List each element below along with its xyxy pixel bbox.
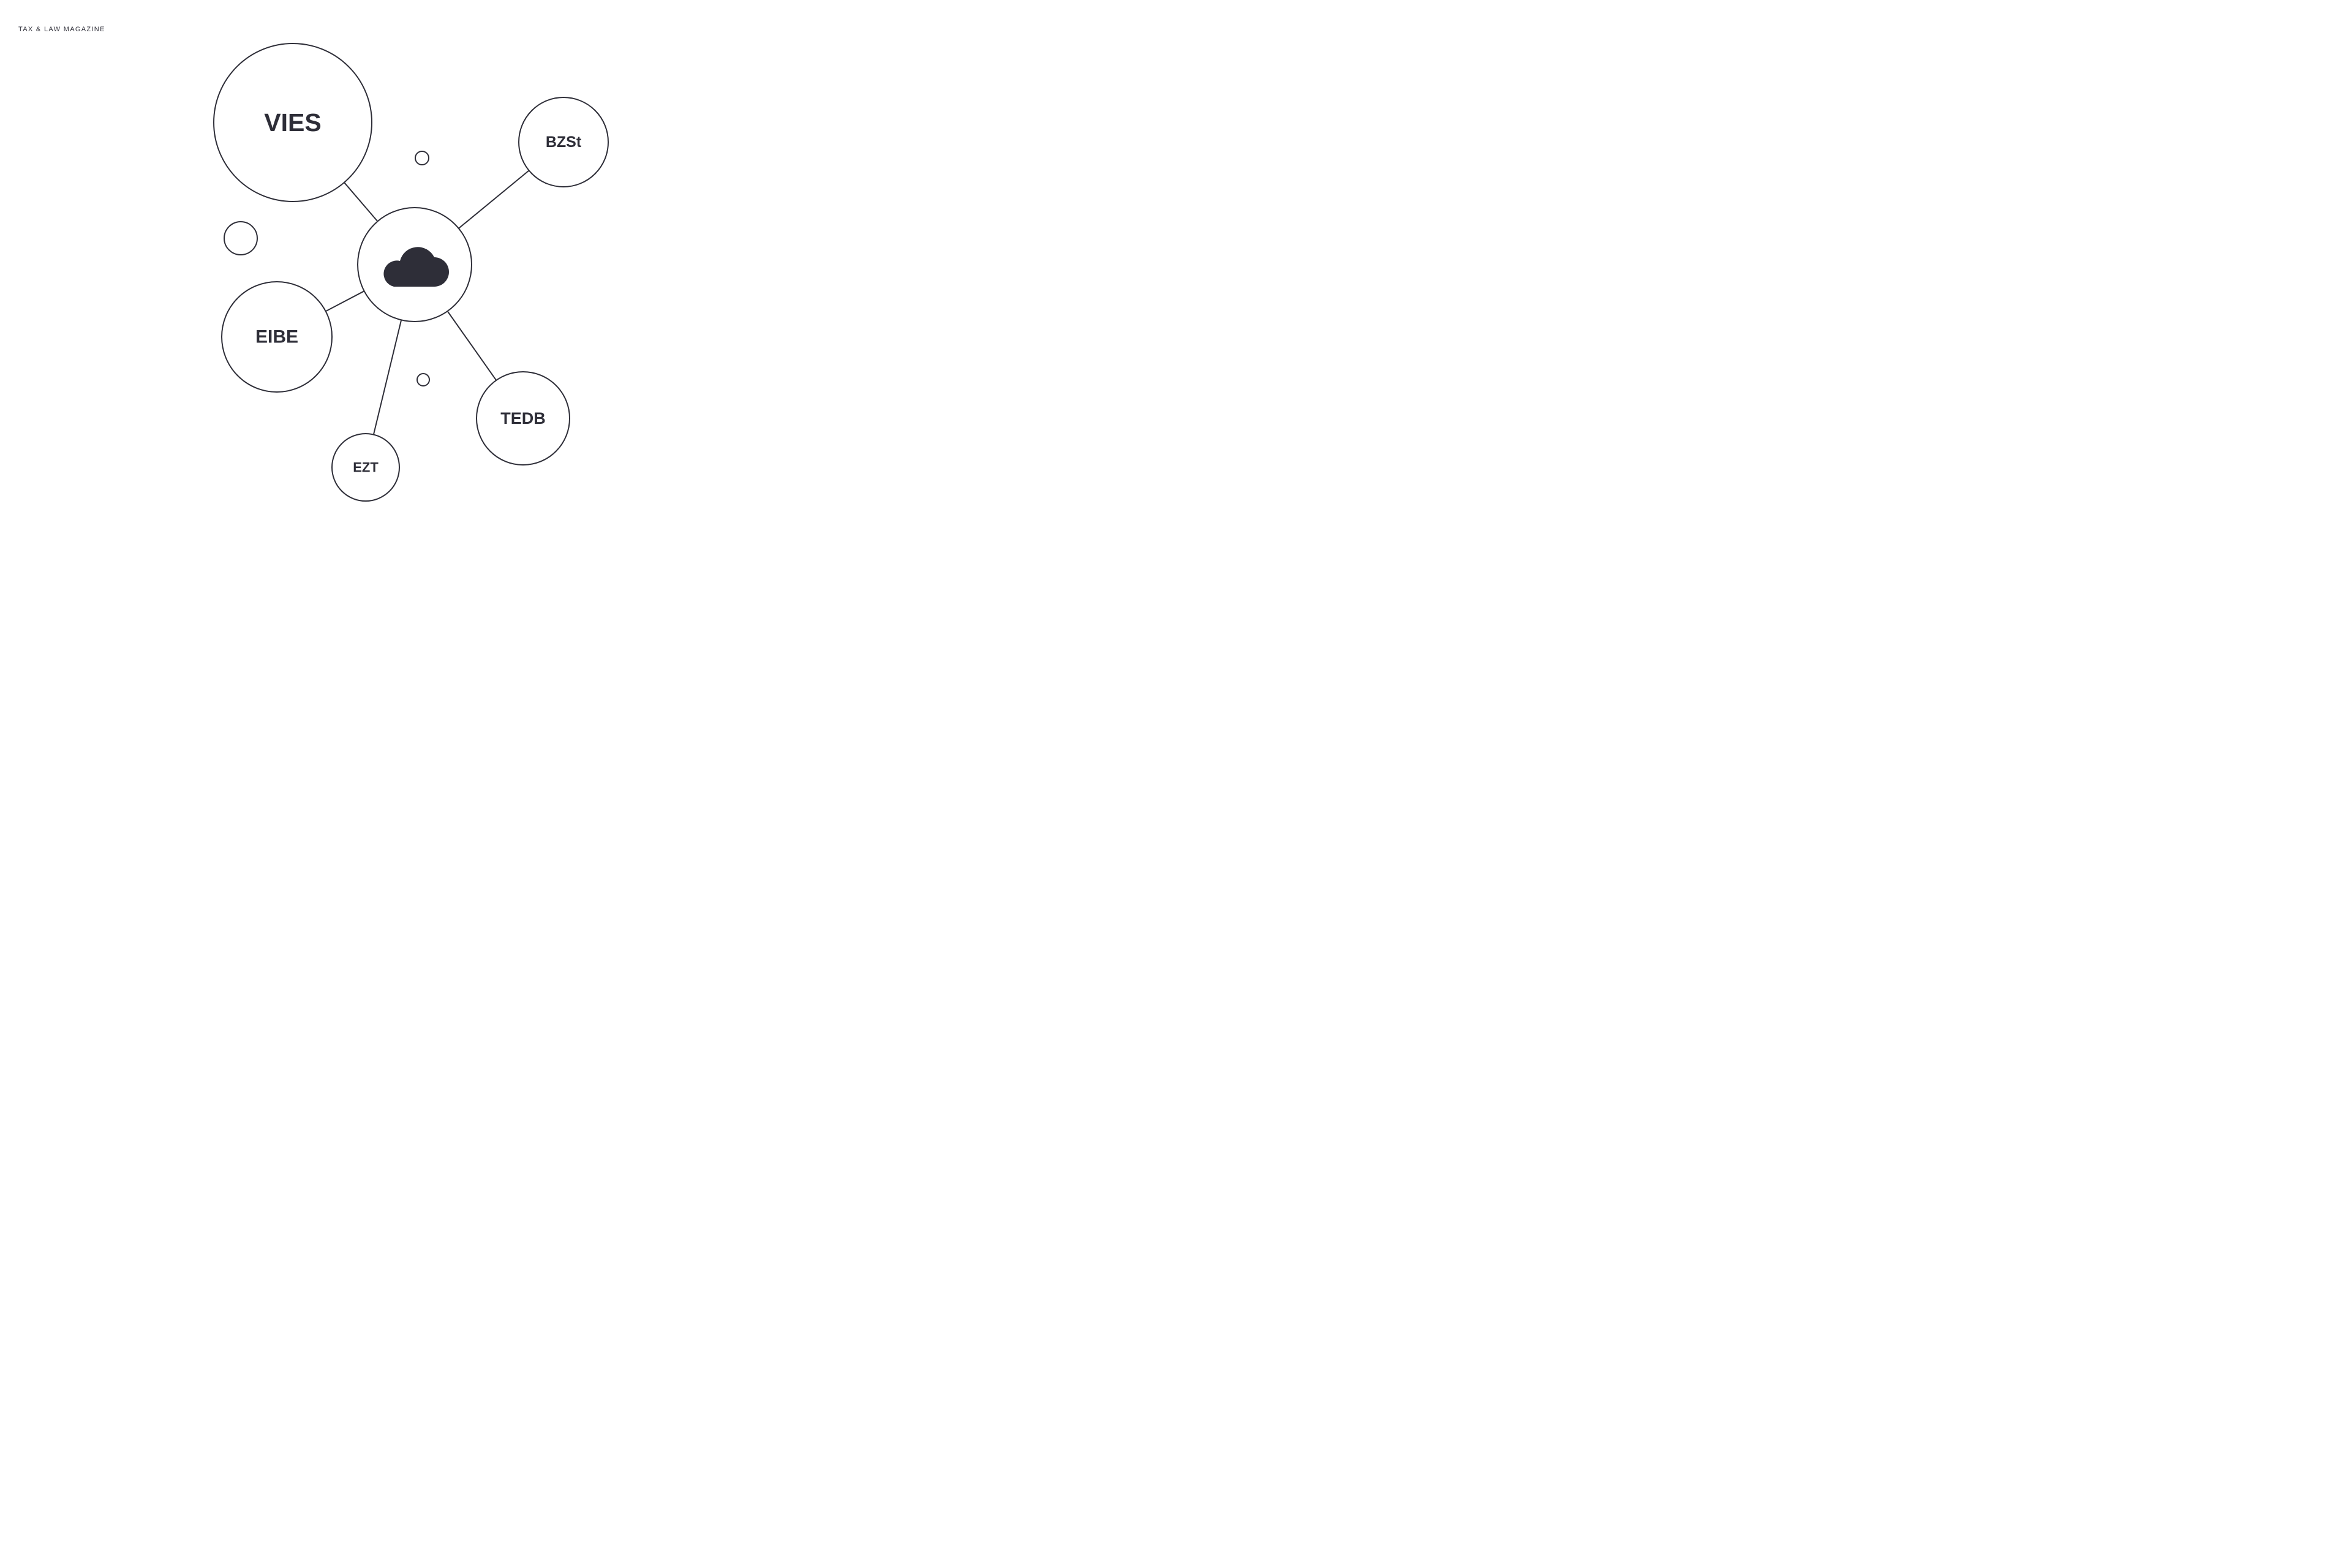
node-tedb: TEDB	[477, 372, 570, 465]
node-label-eibe: EIBE	[255, 327, 298, 347]
edge-hub-bzst	[459, 170, 529, 228]
node-bzst: BZSt	[519, 97, 608, 187]
node-label-ezt: EZT	[353, 460, 379, 475]
network-diagram: VIES BZSt EIBE EZT TEDB	[0, 0, 882, 588]
node-label-tedb: TEDB	[500, 409, 546, 428]
node-eibe: EIBE	[222, 282, 332, 392]
decor-circle-2	[417, 374, 429, 386]
page: TAX & LAW MAGAZINE VIESBZStEIBEEZTTEDB	[0, 0, 882, 588]
node-ezt: EZT	[332, 434, 399, 501]
edge-hub-vies	[344, 183, 377, 221]
node-label-bzst: BZSt	[546, 134, 582, 151]
hub-layer	[358, 208, 472, 322]
node-label-vies: VIES	[264, 108, 321, 137]
edge-hub-eibe	[326, 291, 364, 311]
edge-hub-tedb	[448, 311, 497, 380]
edge-hub-ezt	[374, 320, 401, 434]
decor-circle-0	[224, 222, 257, 255]
decor-circle-1	[415, 151, 429, 165]
node-vies: VIES	[214, 43, 372, 202]
